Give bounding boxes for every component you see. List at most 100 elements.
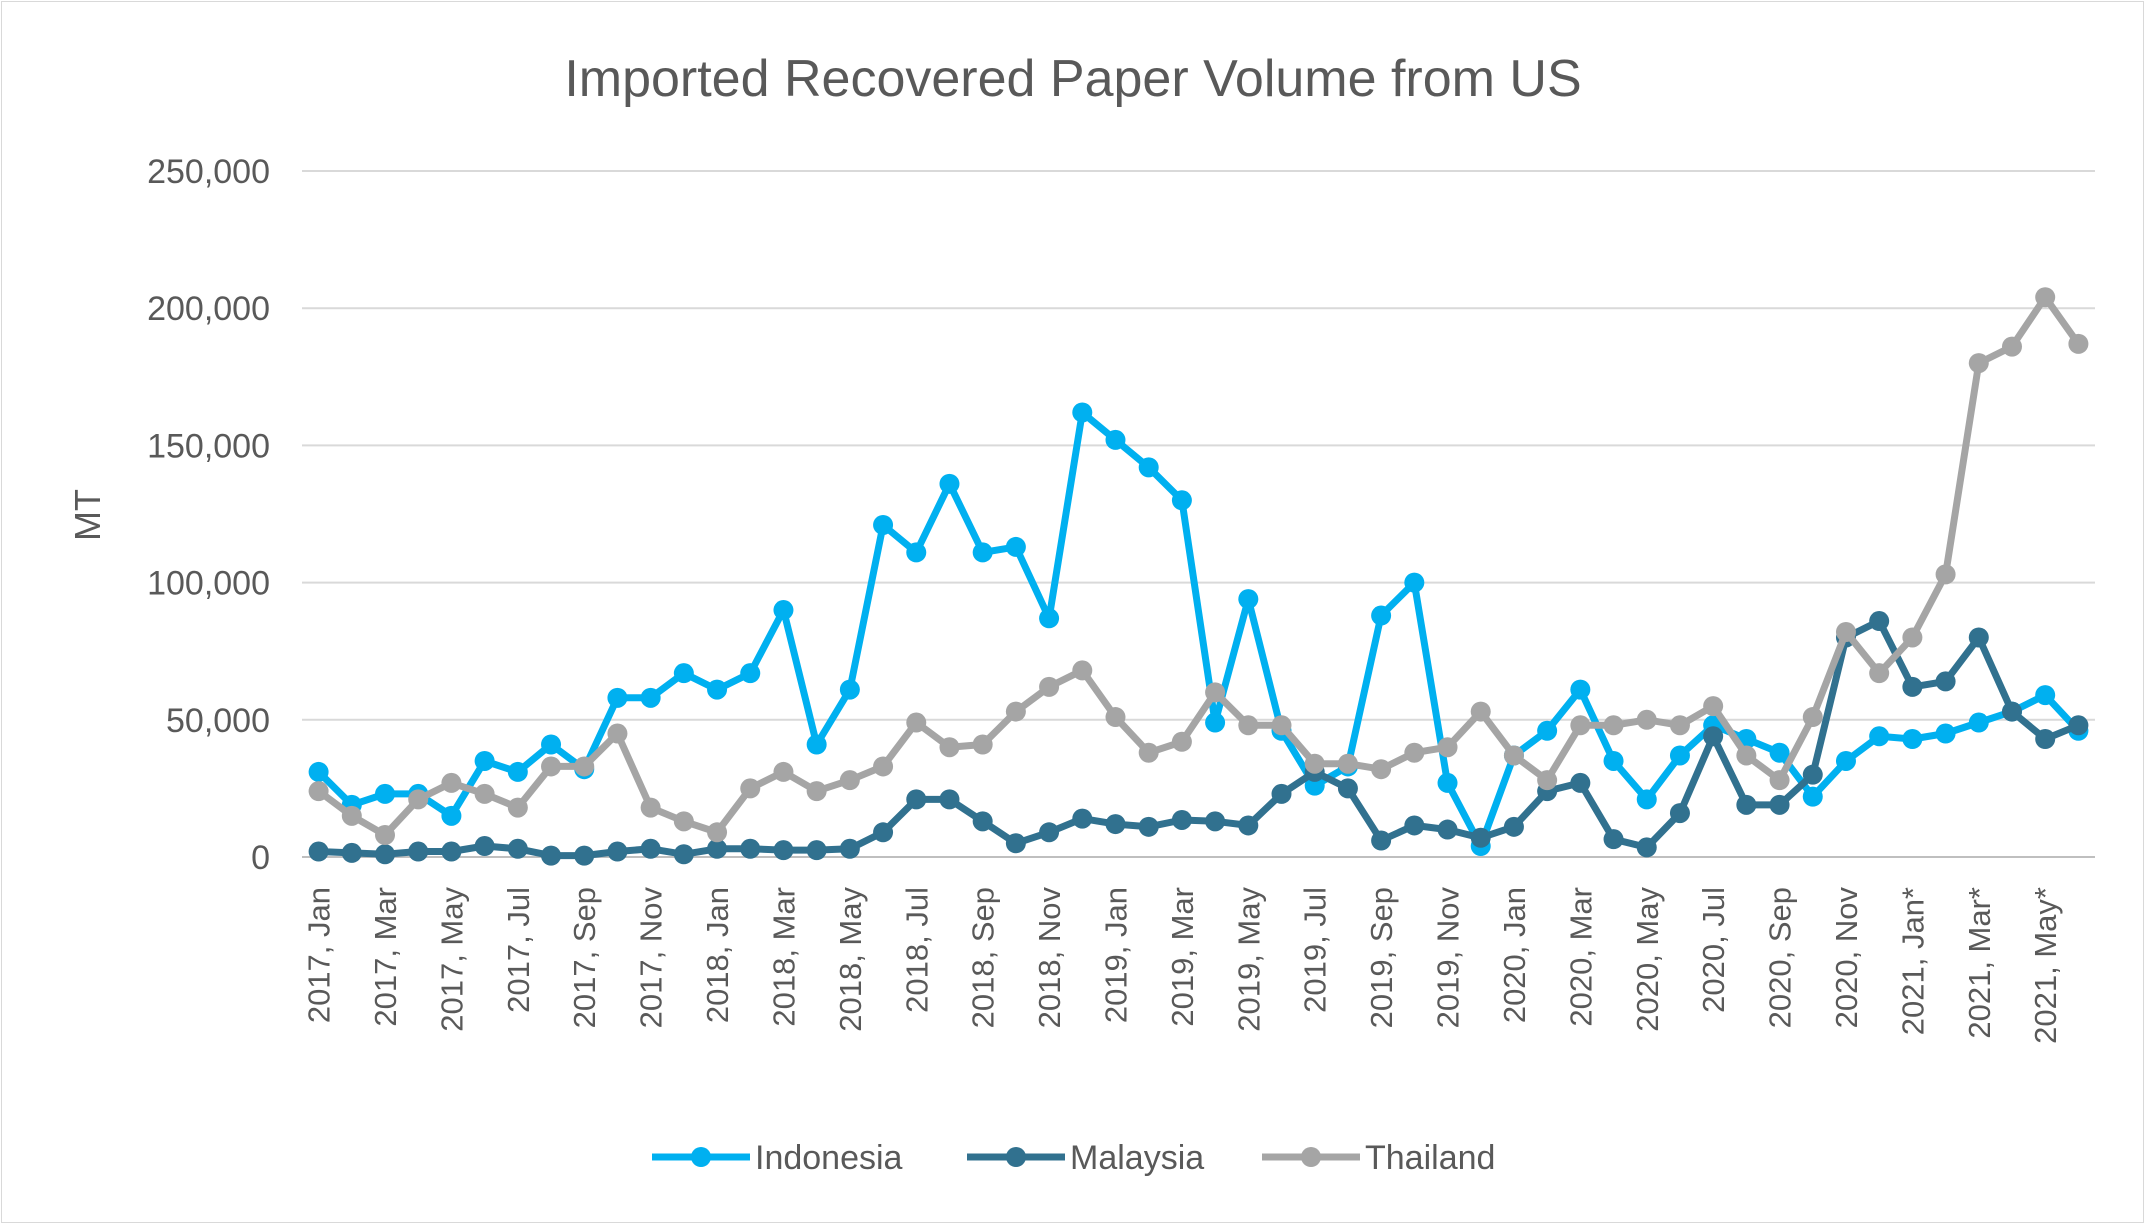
- data-point: [1769, 794, 1790, 815]
- x-tick-label: 2018, Jul: [899, 887, 934, 1013]
- data-point: [1337, 753, 1358, 774]
- data-point: [375, 844, 396, 865]
- y-tick-label: 150,000: [147, 427, 270, 465]
- data-point: [1503, 816, 1524, 837]
- data-point: [1603, 750, 1624, 771]
- data-point: [1802, 786, 1823, 807]
- data-point: [806, 734, 827, 755]
- data-point: [1271, 715, 1292, 736]
- data-point: [1404, 572, 1425, 593]
- data-point: [1935, 723, 1956, 744]
- data-point: [1005, 833, 1026, 854]
- data-point: [1039, 676, 1060, 697]
- data-point: [1968, 627, 1989, 648]
- data-point: [1404, 815, 1425, 836]
- data-point: [740, 663, 761, 684]
- data-point: [474, 750, 495, 771]
- data-point: [574, 845, 595, 866]
- gridlines: [302, 170, 2095, 858]
- data-point: [1835, 621, 1856, 642]
- data-point: [1570, 679, 1591, 700]
- data-point: [1802, 764, 1823, 785]
- data-point: [1769, 742, 1790, 763]
- x-tick-label: 2017, Sep: [567, 887, 602, 1028]
- data-point: [1105, 814, 1126, 835]
- data-point: [1205, 682, 1226, 703]
- data-point: [1005, 701, 1026, 722]
- data-point: [673, 663, 694, 684]
- data-point: [1138, 816, 1159, 837]
- data-point: [308, 761, 329, 782]
- data-point: [839, 838, 860, 859]
- x-tick-label: 2019, Nov: [1431, 887, 1466, 1029]
- y-tick-label: 200,000: [147, 290, 270, 328]
- legend-item-malaysia: Malaysia: [967, 1139, 1204, 1177]
- data-point: [474, 836, 495, 857]
- data-point: [839, 770, 860, 791]
- data-point: [1902, 676, 1923, 697]
- data-point: [441, 772, 462, 793]
- data-point: [640, 797, 661, 818]
- y-axis-ticks: 0 50,000 100,000 150,000 200,000 250,000: [147, 153, 270, 877]
- data-point: [740, 838, 761, 859]
- data-point: [1304, 753, 1325, 774]
- data-point: [1968, 353, 1989, 374]
- x-tick-label: 2017, Jul: [501, 887, 536, 1013]
- data-point: [2068, 715, 2089, 736]
- legend-item-indonesia: Indonesia: [652, 1139, 903, 1177]
- data-point: [507, 761, 528, 782]
- series-line: [315, 617, 2082, 860]
- data-point: [1238, 815, 1259, 836]
- data-point: [574, 756, 595, 777]
- x-tick-label: 2018, May: [833, 887, 868, 1032]
- data-point: [773, 600, 794, 621]
- data-point: [1205, 712, 1226, 733]
- data-point: [607, 687, 628, 708]
- data-point: [1105, 707, 1126, 728]
- x-tick-label: 2020, Mar: [1563, 887, 1598, 1027]
- data-point: [1537, 770, 1558, 791]
- legend-label: Thailand: [1365, 1139, 1495, 1177]
- series-indonesia: [308, 402, 2089, 857]
- x-tick-label: 2020, Nov: [1829, 887, 1864, 1029]
- data-point: [1437, 772, 1458, 793]
- data-point: [1271, 783, 1292, 804]
- data-point: [873, 756, 894, 777]
- data-point: [1636, 837, 1657, 858]
- chart-title: Imported Recovered Paper Volume from US: [564, 50, 1581, 108]
- x-tick-label: 2017, Jan: [302, 887, 337, 1023]
- x-tick-label: 2019, Jul: [1298, 887, 1333, 1013]
- data-point: [507, 797, 528, 818]
- data-point: [1968, 712, 1989, 733]
- data-point: [1869, 726, 1890, 747]
- x-tick-label: 2017, Nov: [634, 887, 669, 1029]
- legend-label: Indonesia: [755, 1139, 903, 1177]
- data-point: [640, 687, 661, 708]
- data-point: [507, 838, 528, 859]
- data-point: [1470, 701, 1491, 722]
- data-point: [2035, 287, 2056, 308]
- data-point: [806, 840, 827, 861]
- data-point: [408, 841, 429, 862]
- data-point: [673, 844, 694, 865]
- data-point: [1570, 772, 1591, 793]
- data-point: [541, 756, 562, 777]
- legend-label: Malaysia: [1070, 1139, 1204, 1177]
- data-point: [1537, 720, 1558, 741]
- x-tick-label: 2019, Jan: [1098, 887, 1133, 1023]
- data-point: [939, 737, 960, 758]
- x-tick-label: 2018, Sep: [966, 887, 1001, 1028]
- data-point: [2001, 336, 2022, 357]
- data-point: [1902, 627, 1923, 648]
- data-point: [408, 789, 429, 810]
- data-point: [607, 723, 628, 744]
- data-point: [1869, 611, 1890, 632]
- series-malaysia: [308, 611, 2089, 866]
- data-point: [1072, 808, 1093, 829]
- data-point: [1669, 715, 1690, 736]
- data-point: [541, 734, 562, 755]
- data-point: [1437, 819, 1458, 840]
- data-point: [1039, 822, 1060, 843]
- x-tick-label: 2021, Jan*: [1895, 887, 1930, 1035]
- data-point: [1337, 778, 1358, 799]
